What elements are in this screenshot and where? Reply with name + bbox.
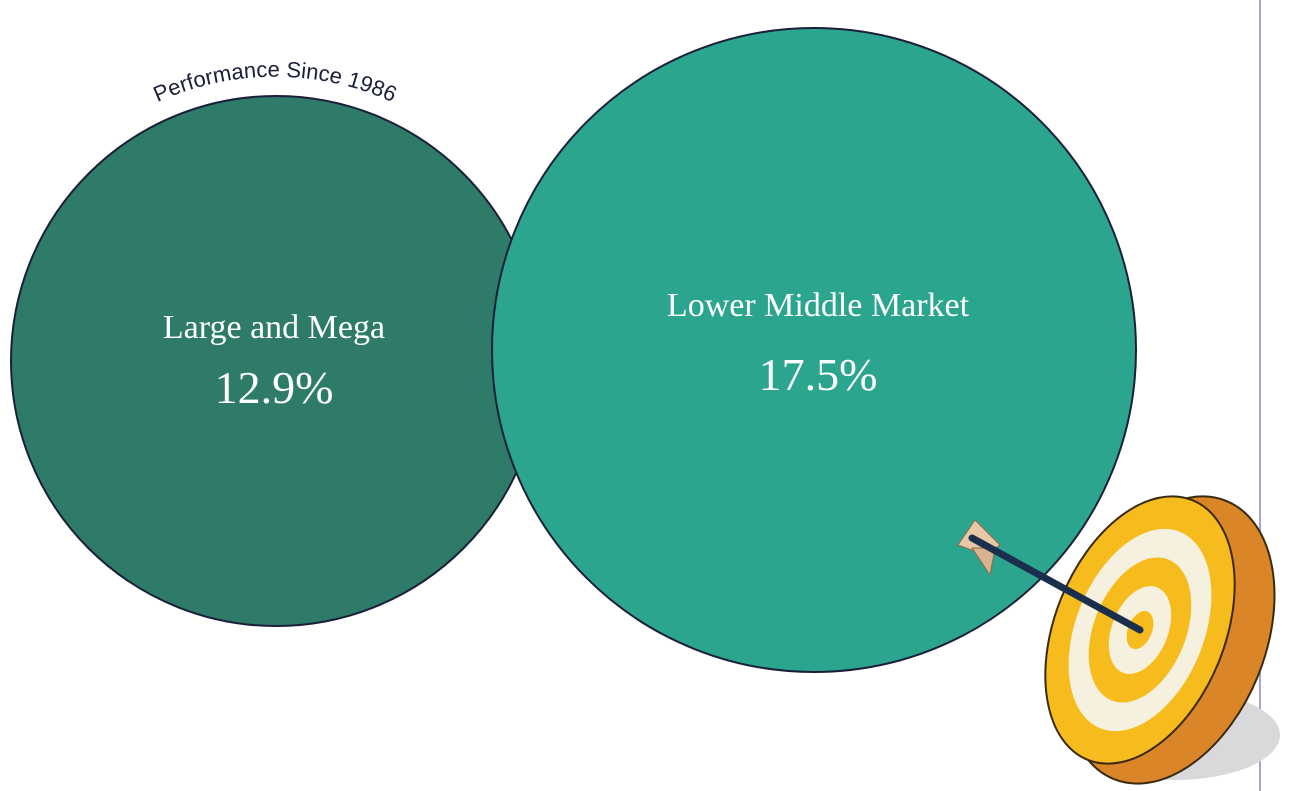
target-icon — [957, 495, 1280, 785]
circle-value: 12.9% — [215, 362, 334, 413]
circle-value: 17.5% — [759, 349, 878, 400]
circle-lower-middle — [491, 27, 1137, 673]
arrow-shaft — [968, 534, 1144, 634]
circle-label: Lower Middle Market — [667, 287, 970, 324]
circle-large-mega — [10, 95, 542, 627]
circle-label: Large and Mega — [163, 309, 385, 346]
